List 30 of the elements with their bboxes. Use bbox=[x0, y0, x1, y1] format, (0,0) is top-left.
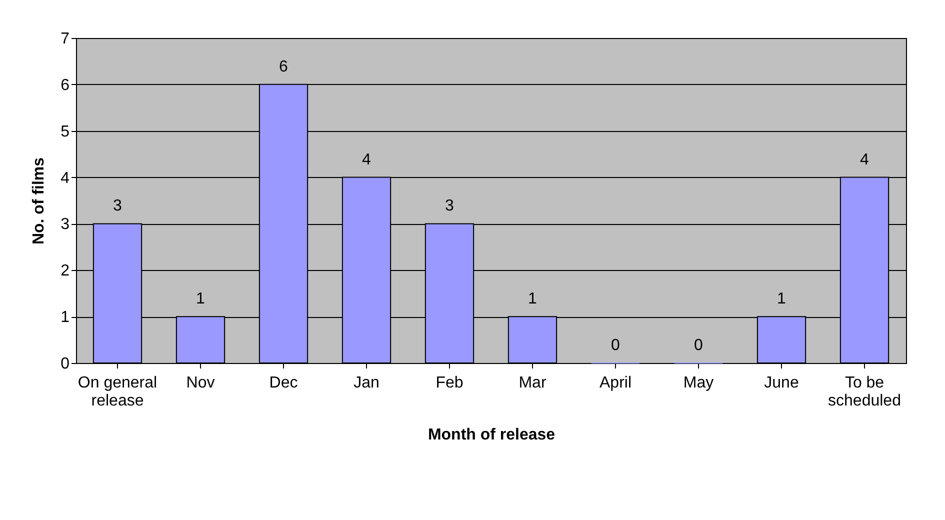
data-label: 1 bbox=[196, 290, 206, 308]
x-tick-label: May bbox=[683, 374, 714, 392]
x-tick-label: April bbox=[599, 374, 632, 392]
x-tick-label: To be scheduled bbox=[828, 374, 901, 410]
x-tick-label: Dec bbox=[269, 374, 298, 392]
data-label: 4 bbox=[362, 151, 372, 168]
y-tick-label: 2 bbox=[60, 262, 70, 280]
y-tick-label: 0 bbox=[60, 356, 70, 372]
x-tick-label: On general release bbox=[78, 374, 158, 410]
x-tick-label: Jan bbox=[354, 374, 380, 392]
y-tick-label: 6 bbox=[60, 76, 70, 94]
data-label: 3 bbox=[445, 198, 454, 215]
data-label: 6 bbox=[279, 58, 288, 76]
data-label: 1 bbox=[777, 290, 786, 308]
y-axis-title: No. of films bbox=[30, 157, 48, 245]
y-tick-label: 7 bbox=[60, 30, 70, 48]
x-axis-title: Month of release bbox=[428, 426, 556, 444]
data-label: 1 bbox=[528, 290, 538, 308]
x-tick-label: Mar bbox=[518, 374, 547, 392]
y-tick-label: 4 bbox=[60, 170, 70, 187]
y-tick-label: 5 bbox=[60, 123, 70, 140]
x-tick-label: Nov bbox=[186, 374, 215, 392]
y-tick-label: 1 bbox=[60, 309, 70, 326]
x-tick-label: June bbox=[764, 374, 799, 392]
x-tick-label: Feb bbox=[436, 374, 464, 392]
data-label: 4 bbox=[860, 151, 870, 168]
y-tick-label: 3 bbox=[60, 216, 70, 234]
data-label: 0 bbox=[611, 337, 620, 354]
data-label: 0 bbox=[694, 337, 704, 354]
data-label: 3 bbox=[113, 198, 122, 215]
